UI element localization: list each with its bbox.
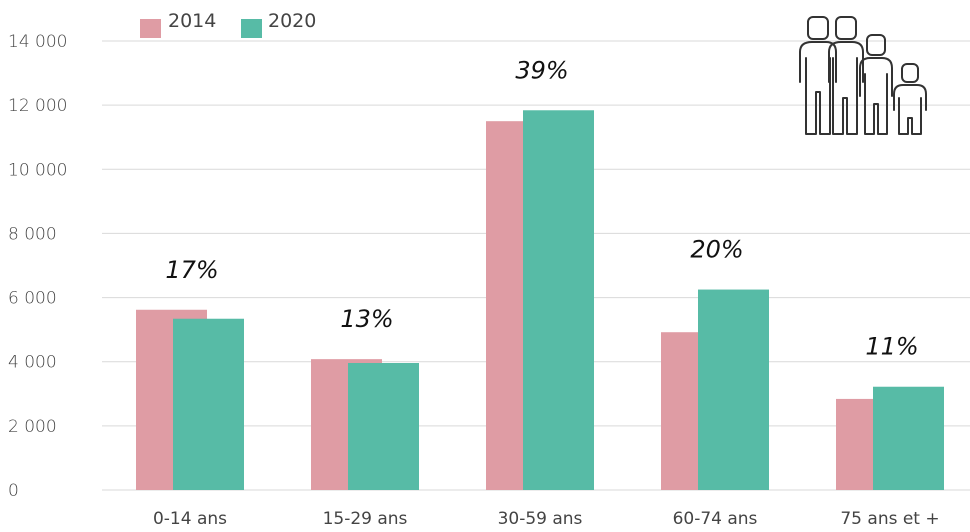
legend-swatch-2014	[140, 19, 161, 38]
legend: 2014 2020	[140, 10, 316, 38]
x-tick-label: 60-74 ans	[673, 509, 758, 529]
x-tick-label: 30-59 ans	[498, 509, 583, 529]
x-tick-label: 0-14 ans	[153, 509, 227, 529]
bar-2020-1	[348, 362, 419, 490]
y-tick-label: 6 000	[8, 289, 57, 309]
legend-swatch-2020	[241, 19, 262, 38]
share-annotation: 17%	[165, 256, 218, 284]
share-annotation: 13%	[340, 305, 393, 333]
y-tick-label: 8 000	[8, 224, 57, 244]
share-annotation: 39%	[515, 56, 568, 84]
y-tick-label: 10 000	[8, 160, 67, 180]
bars	[136, 110, 944, 490]
annotations: 17% 13% 39% 20% 11%	[165, 56, 918, 360]
bar-2020-0	[173, 318, 244, 490]
y-tick-label: 14 000	[8, 32, 67, 52]
bar-2020-3	[698, 289, 769, 490]
y-axis: 0 2 000 4 000 6 000 8 000 10 000 12 000 14 000	[8, 32, 67, 501]
x-tick-label: 75 ans et +	[840, 509, 939, 529]
share-annotation: 11%	[865, 333, 918, 361]
y-tick-label: 2 000	[8, 417, 57, 437]
legend-label-2020: 2020	[268, 10, 316, 32]
y-tick-label: 4 000	[8, 353, 57, 373]
y-tick-label: 12 000	[8, 96, 67, 116]
family-icon	[799, 16, 927, 135]
legend-label-2014: 2014	[168, 10, 216, 32]
x-axis: 0-14 ans 15-29 ans 30-59 ans 60-74 ans 75 an…	[153, 509, 940, 529]
share-annotation: 20%	[690, 236, 743, 264]
y-tick-label: 0	[8, 481, 19, 501]
bar-2020-2	[523, 110, 594, 490]
x-tick-label: 15-29 ans	[323, 509, 408, 529]
bar-2020-4	[873, 386, 944, 490]
